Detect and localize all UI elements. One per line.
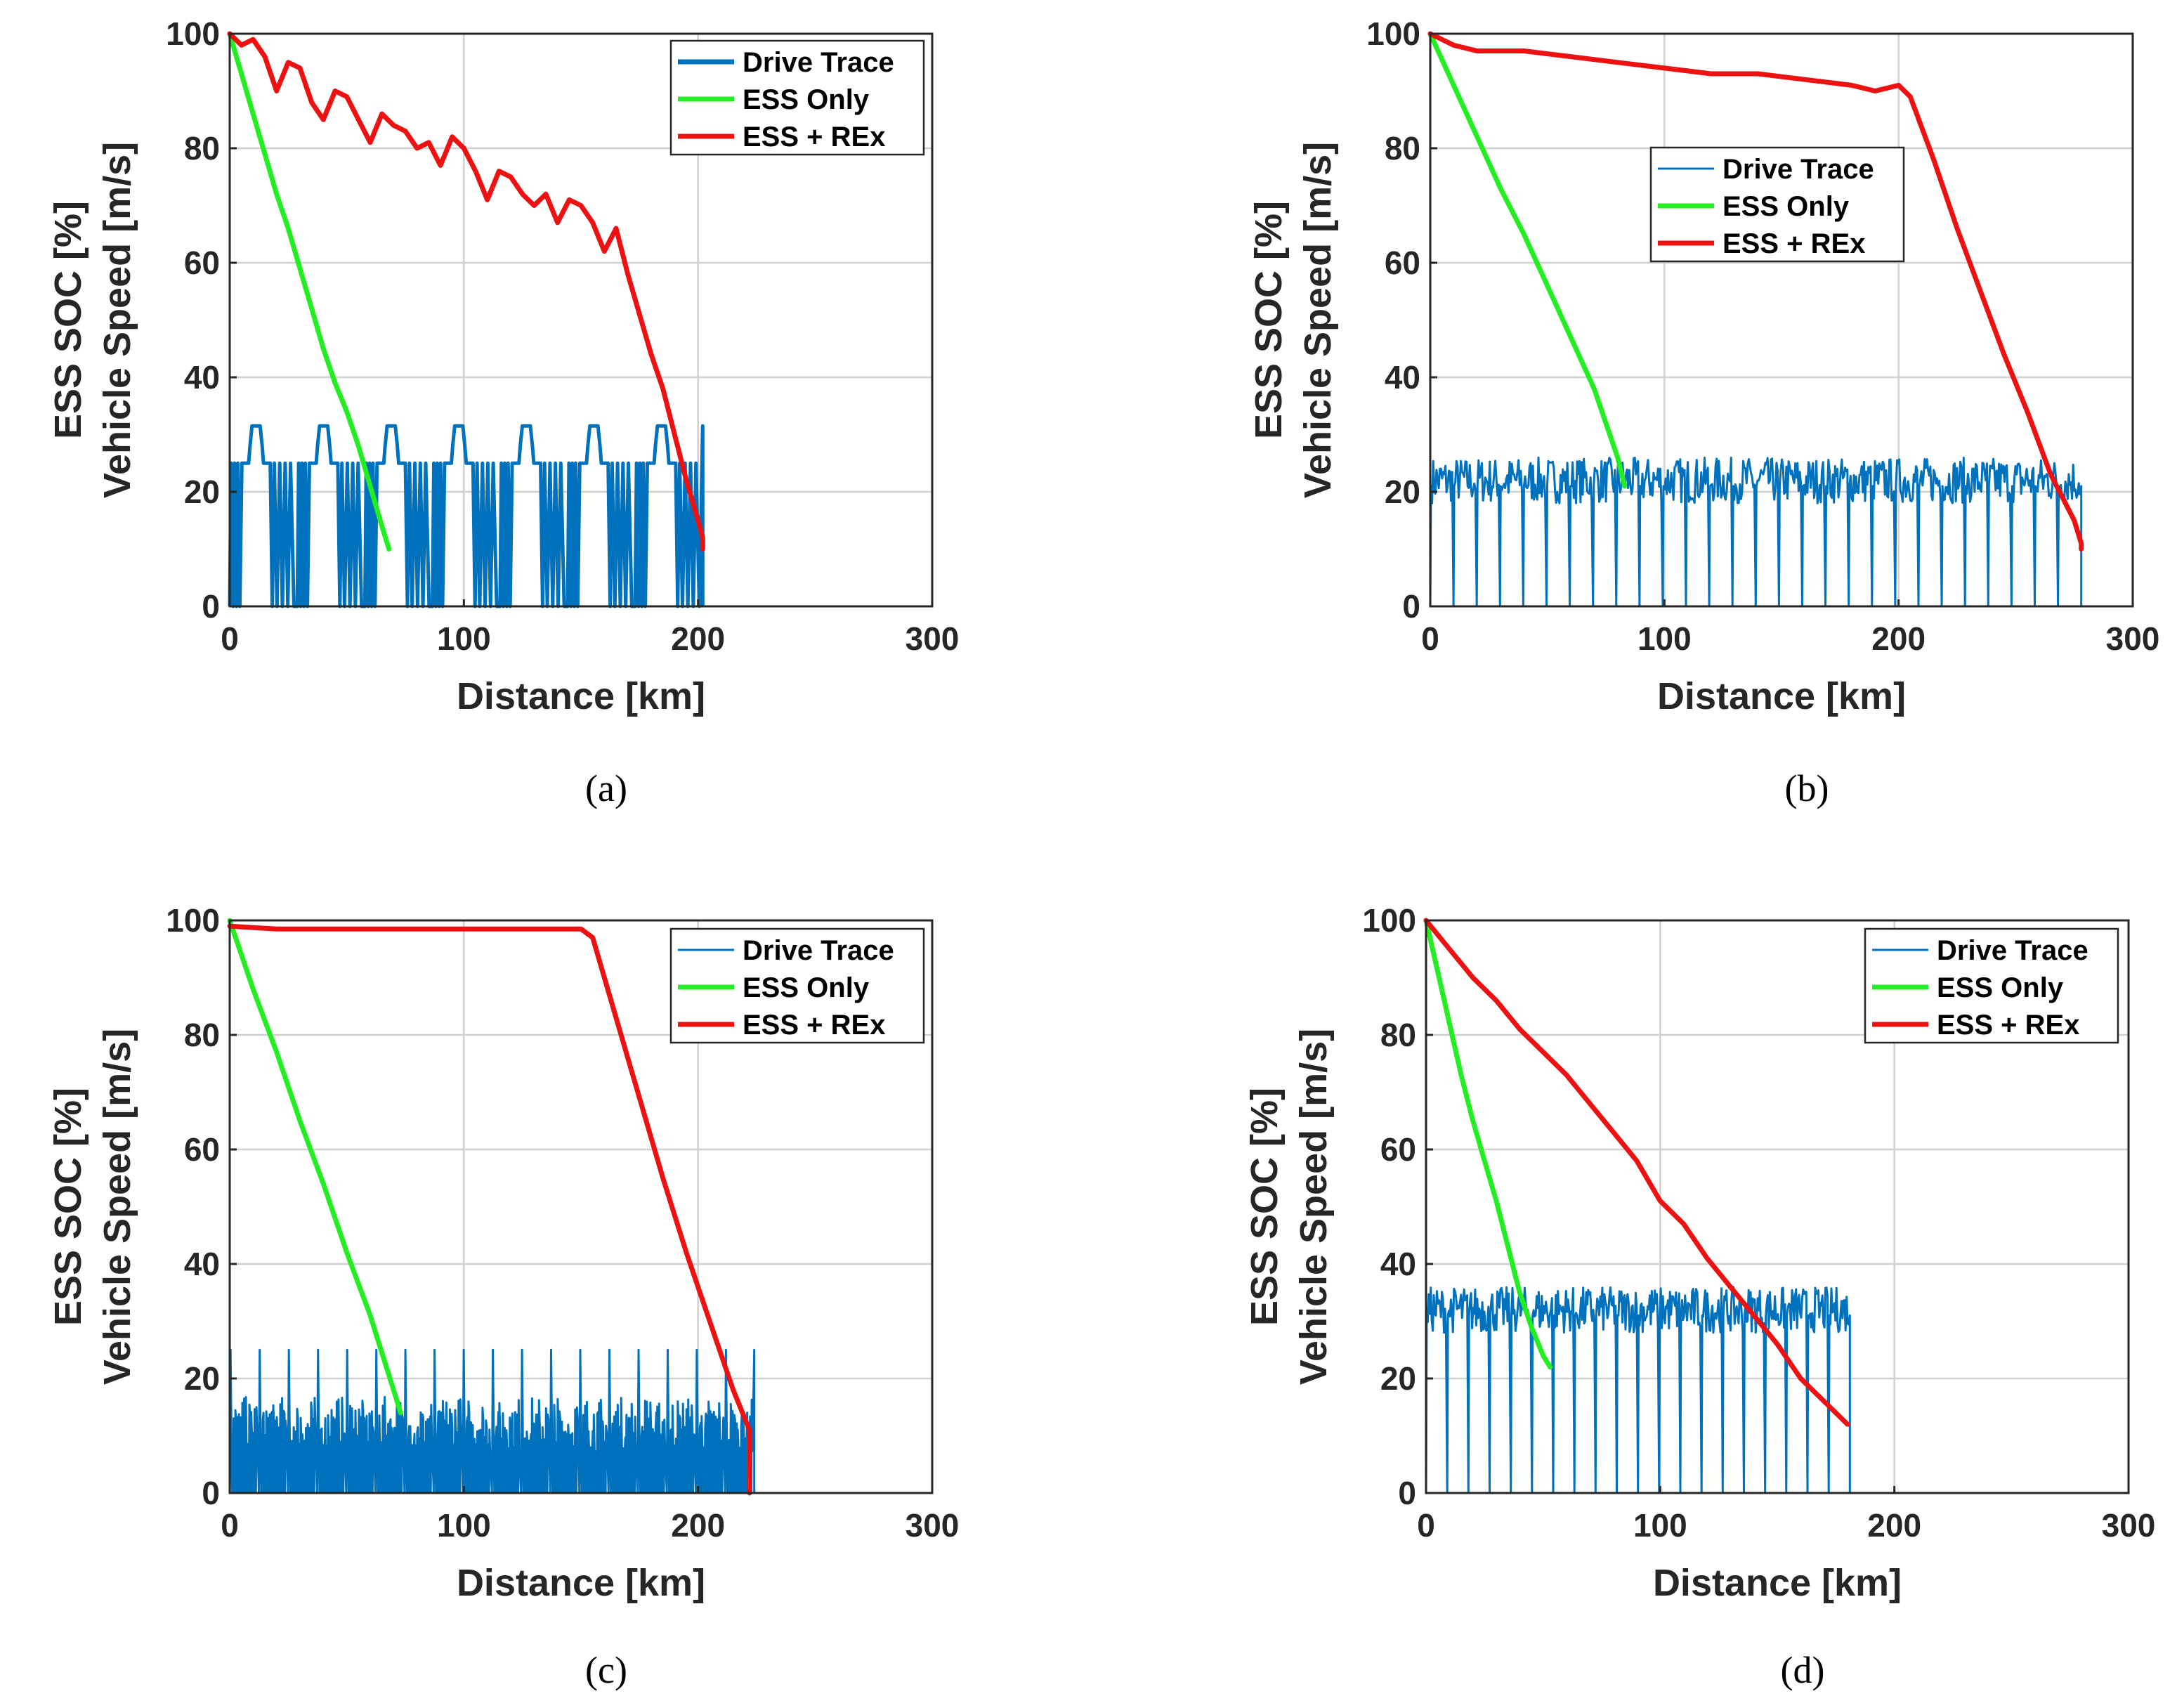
series-line-drive-trace: [228, 424, 705, 608]
x-tick-label: 100: [1637, 620, 1692, 657]
y-axis-label-soc: ESS SOC [%]: [47, 1088, 89, 1326]
y-tick-label: 80: [1380, 1017, 1416, 1053]
axes-box: [228, 919, 934, 1494]
series-line-ess-rex: [1427, 31, 2084, 552]
x-tick-label: 200: [671, 1507, 725, 1544]
y-tick-label: 60: [1385, 245, 1420, 281]
chart-panel-2: 0 100 200 300 0 20 40 60 80 100 Distance [km] ESS S…: [1248, 15, 2159, 809]
x-tick-label: 0: [221, 620, 239, 657]
legend-label: ESS Only: [1937, 972, 2064, 1003]
series-line-drive-trace: [228, 1348, 756, 1494]
y-tick-label: 100: [1362, 902, 1416, 939]
x-tick-label: 200: [1871, 620, 1926, 657]
x-tick-label: 300: [906, 1507, 960, 1544]
series-line-ess-rex: [227, 31, 705, 552]
legend: Drive Trace ESS Only ESS + REx: [669, 927, 925, 1044]
x-tick-label: 100: [1633, 1507, 1687, 1544]
y-axis-label-soc: ESS SOC [%]: [47, 201, 89, 439]
x-tick-label: 0: [221, 1507, 239, 1544]
axes-box: [228, 32, 934, 608]
y-axis-label-speed: Vehicle Speed [m/s]: [96, 1029, 138, 1385]
y-tick-label: 0: [1398, 1475, 1416, 1511]
legend-label: ESS + REx: [1722, 228, 1865, 259]
x-tick-label: 300: [2106, 620, 2160, 657]
legend: Drive Trace ESS Only ESS + REx: [669, 39, 925, 156]
legend-label: Drive Trace: [1722, 154, 1874, 185]
legend-label: ESS + REx: [743, 1010, 885, 1041]
chart-panel-3: 0 100 200 300 0 20 40 60 80 100 Distance [km] ESS S…: [47, 902, 959, 1691]
y-tick-label: 20: [184, 1360, 220, 1397]
y-axis-label-speed: Vehicle Speed [m/s]: [96, 142, 138, 498]
x-axis-label: Distance [km]: [1657, 675, 1906, 717]
plot-area: [1430, 34, 2133, 606]
legend-label: ESS + REx: [743, 122, 885, 152]
series-line-drive-trace: [1429, 456, 2083, 608]
legend-label: Drive Trace: [743, 935, 894, 966]
series-line-ess-rex: [227, 923, 752, 1496]
y-tick-label: 100: [166, 902, 220, 939]
axes-box: [1429, 32, 2134, 608]
legend-label: ESS Only: [1722, 191, 1850, 222]
legend-label: Drive Trace: [1937, 935, 2088, 966]
y-tick-label: 40: [1380, 1246, 1416, 1282]
x-tick-label: 100: [437, 1507, 491, 1544]
series-line-ess-only: [1427, 31, 1628, 489]
y-tick-label: 40: [184, 1246, 220, 1282]
y-tick-label: 0: [202, 1475, 220, 1511]
series-line-ess-only: [227, 31, 392, 552]
subfigure-caption: (d): [1781, 1649, 1825, 1691]
chart-panel-1: 0 100 200 300 0 20 40 60 80 100 Distance [km] ESS S…: [47, 15, 959, 809]
x-axis-label: Distance [km]: [457, 675, 705, 717]
y-tick-label: 100: [1366, 15, 1420, 52]
y-axis-label-speed: Vehicle Speed [m/s]: [1293, 1029, 1335, 1385]
y-tick-label: 60: [1380, 1131, 1416, 1168]
y-axis-label-speed: Vehicle Speed [m/s]: [1297, 142, 1339, 498]
subfigure-caption: (c): [585, 1649, 627, 1691]
y-tick-label: 20: [1380, 1360, 1416, 1397]
y-tick-label: 20: [1385, 474, 1420, 510]
legend: Drive Trace ESS Only ESS + REx: [1649, 146, 1905, 263]
series-line-ess-rex: [1423, 918, 1850, 1427]
y-tick-label: 60: [184, 1131, 220, 1168]
x-tick-label: 0: [1417, 1507, 1435, 1544]
legend-label: ESS Only: [743, 972, 870, 1003]
y-tick-label: 60: [184, 245, 220, 281]
x-axis-label: Distance [km]: [457, 1562, 705, 1604]
axes-box: [1425, 919, 2130, 1494]
legend-label: ESS Only: [743, 84, 870, 115]
chart-panel-4: 0 100 200 300 0 20 40 60 80 100 Distance [km] ESS S…: [1243, 902, 2155, 1691]
y-tick-label: 20: [184, 474, 220, 510]
y-axis-label-soc: ESS SOC [%]: [1248, 201, 1290, 439]
y-tick-label: 40: [1385, 359, 1420, 396]
x-tick-label: 300: [2102, 1507, 2156, 1544]
y-axis-label-soc: ESS SOC [%]: [1243, 1088, 1286, 1326]
subfigure-caption: (a): [585, 767, 627, 809]
x-tick-label: 200: [671, 620, 725, 657]
legend-label: ESS + REx: [1937, 1010, 2079, 1041]
x-tick-label: 100: [437, 620, 491, 657]
y-tick-label: 80: [184, 1017, 220, 1053]
y-tick-label: 40: [184, 359, 220, 396]
x-axis-label: Distance [km]: [1653, 1562, 1902, 1604]
y-tick-label: 0: [1402, 588, 1420, 625]
x-tick-label: 300: [906, 620, 960, 657]
y-tick-label: 80: [184, 130, 220, 167]
legend-label: Drive Trace: [743, 47, 894, 78]
series-line-drive-trace: [1425, 1286, 1851, 1494]
y-tick-label: 100: [166, 15, 220, 52]
x-tick-label: 0: [1421, 620, 1439, 657]
x-tick-label: 200: [1867, 1507, 1921, 1544]
y-tick-label: 80: [1385, 130, 1420, 167]
subfigure-caption: (b): [1785, 767, 1829, 809]
legend: Drive Trace ESS Only ESS + REx: [1864, 927, 2119, 1044]
series-line-ess-only: [1423, 918, 1553, 1370]
series-line-ess-only: [227, 918, 403, 1416]
y-tick-label: 0: [202, 588, 220, 625]
